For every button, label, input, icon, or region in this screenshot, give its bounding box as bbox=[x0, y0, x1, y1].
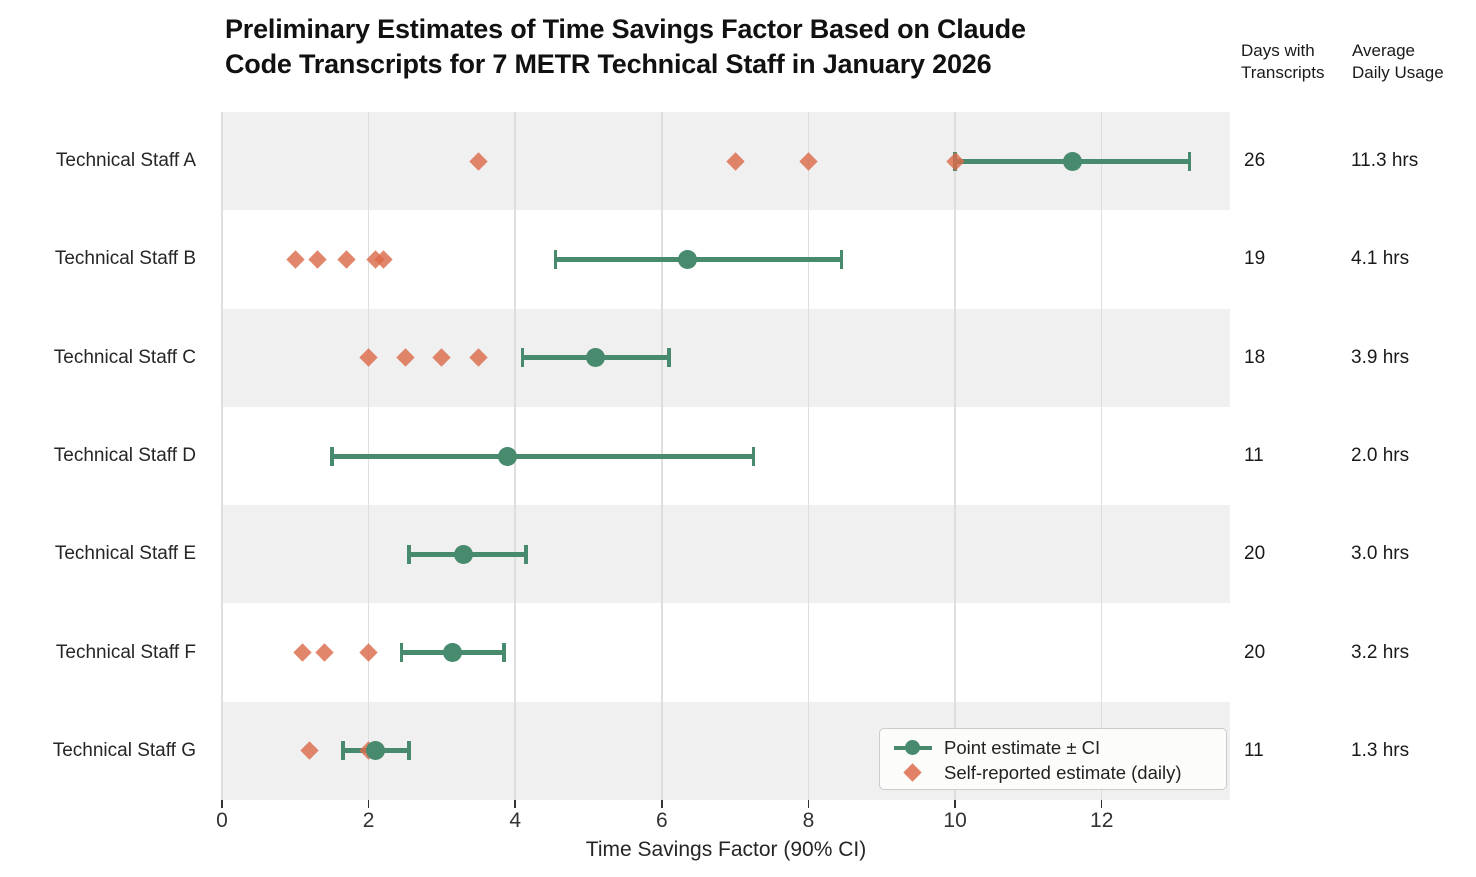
legend-label-self-reported: Self-reported estimate (daily) bbox=[944, 761, 1182, 783]
error-bar-cap bbox=[667, 348, 671, 368]
days-column-header: Days with Transcripts bbox=[1241, 40, 1324, 83]
average-daily-usage-value: 4.1 hrs bbox=[1351, 248, 1410, 270]
self-reported-diamond bbox=[293, 643, 312, 662]
days-column-header-line1: Days with bbox=[1241, 41, 1315, 60]
days-column-header-line2: Transcripts bbox=[1241, 62, 1325, 82]
usage-column-header-line2: Daily Usage bbox=[1352, 62, 1444, 82]
self-reported-diamond bbox=[359, 643, 378, 662]
x-axis-tick bbox=[367, 800, 370, 808]
error-bar-cap bbox=[553, 249, 558, 269]
point-estimate-marker bbox=[1062, 151, 1082, 171]
row-label: Technical Staff E bbox=[54, 543, 196, 565]
error-bar-cap bbox=[751, 446, 756, 466]
chart-title-line2: Code Transcripts for 7 METR Technical St… bbox=[225, 49, 992, 79]
point-estimate-marker bbox=[586, 348, 606, 368]
chart-title: Preliminary Estimates of Time Savings Fa… bbox=[225, 12, 1026, 82]
gridline bbox=[1100, 112, 1103, 800]
error-bar-cap bbox=[407, 741, 411, 761]
gridline bbox=[954, 112, 956, 800]
self-reported-legend-marker-icon bbox=[892, 760, 938, 785]
days-with-transcripts-value: 11 bbox=[1244, 739, 1264, 761]
average-daily-usage-value: 3.0 hrs bbox=[1351, 543, 1410, 565]
error-bar-line bbox=[331, 453, 754, 459]
days-with-transcripts-value: 19 bbox=[1244, 248, 1266, 270]
gridline bbox=[221, 112, 223, 800]
self-reported-diamond bbox=[315, 643, 334, 662]
point-circle-icon bbox=[905, 740, 920, 755]
average-daily-usage-value: 3.9 hrs bbox=[1351, 346, 1410, 368]
x-axis-label: Time Savings Factor (90% CI) bbox=[585, 838, 867, 861]
row-label: Technical Staff D bbox=[53, 445, 196, 466]
point-estimate-marker bbox=[454, 544, 474, 564]
x-axis-tick bbox=[514, 800, 516, 808]
error-bar-cap bbox=[1187, 151, 1192, 171]
row-label: Technical Staff C bbox=[53, 346, 196, 368]
average-daily-usage-value: 2.0 hrs bbox=[1351, 445, 1410, 466]
error-bar-cap bbox=[502, 643, 506, 663]
diamond-icon bbox=[903, 763, 922, 782]
x-axis-tick bbox=[954, 800, 956, 808]
error-bar-line bbox=[555, 256, 842, 262]
x-axis-tick bbox=[661, 800, 663, 808]
point-estimate-marker bbox=[366, 741, 386, 761]
legend: Point estimate ± CI Self-reported estima… bbox=[879, 728, 1227, 790]
legend-entry-self-reported: Self-reported estimate (daily) bbox=[892, 760, 1226, 785]
x-axis-tick-label: 6 bbox=[656, 809, 668, 832]
usage-column-header: Average Daily Usage bbox=[1352, 40, 1444, 83]
self-reported-diamond bbox=[337, 250, 356, 269]
row-label: Technical Staff F bbox=[55, 641, 196, 663]
x-axis-tick-label: 10 bbox=[943, 809, 967, 832]
point-estimate-marker bbox=[498, 446, 518, 466]
error-bar-cap bbox=[399, 643, 404, 663]
error-bar-cap bbox=[407, 544, 411, 564]
chart-title-line1: Preliminary Estimates of Time Savings Fa… bbox=[225, 14, 1026, 44]
x-axis-tick bbox=[221, 800, 223, 808]
self-reported-diamond bbox=[308, 250, 327, 269]
x-axis-tick-label: 4 bbox=[509, 809, 522, 832]
x-axis-tick bbox=[807, 800, 810, 808]
x-axis-tick-label: 8 bbox=[802, 809, 815, 832]
row-label: Technical Staff A bbox=[55, 150, 196, 172]
self-reported-diamond bbox=[286, 250, 305, 269]
point-estimate-legend-marker-icon bbox=[892, 735, 938, 760]
x-axis-tick-label: 2 bbox=[362, 809, 375, 832]
x-axis-tick-label: 12 bbox=[1090, 809, 1114, 832]
days-with-transcripts-value: 20 bbox=[1244, 641, 1266, 663]
error-bar-cap bbox=[524, 544, 528, 564]
row-band bbox=[222, 505, 1230, 604]
average-daily-usage-value: 11.3 hrs bbox=[1351, 150, 1419, 172]
error-bar-cap bbox=[839, 249, 844, 269]
error-bar-cap bbox=[520, 348, 525, 368]
x-axis-tick-label: 0 bbox=[216, 809, 228, 832]
days-with-transcripts-value: 26 bbox=[1244, 150, 1266, 172]
legend-label-point-estimate: Point estimate ± CI bbox=[944, 736, 1101, 758]
usage-column-header-line1: Average bbox=[1352, 41, 1416, 60]
row-band bbox=[222, 308, 1230, 407]
gridline bbox=[807, 112, 810, 800]
row-label: Technical Staff B bbox=[54, 248, 196, 270]
legend-entry-point-estimate: Point estimate ± CI bbox=[892, 735, 1226, 760]
average-daily-usage-value: 3.2 hrs bbox=[1351, 641, 1410, 663]
days-with-transcripts-value: 18 bbox=[1244, 346, 1266, 368]
point-estimate-marker bbox=[678, 249, 697, 269]
error-bar-cap bbox=[341, 741, 345, 761]
point-estimate-marker bbox=[443, 643, 463, 663]
days-with-transcripts-value: 11 bbox=[1244, 445, 1264, 466]
row-label: Technical Staff G bbox=[52, 739, 196, 761]
x-axis-tick bbox=[1100, 800, 1103, 808]
error-bar-cap bbox=[330, 446, 334, 466]
days-with-transcripts-value: 20 bbox=[1244, 543, 1266, 565]
average-daily-usage-value: 1.3 hrs bbox=[1351, 739, 1410, 761]
